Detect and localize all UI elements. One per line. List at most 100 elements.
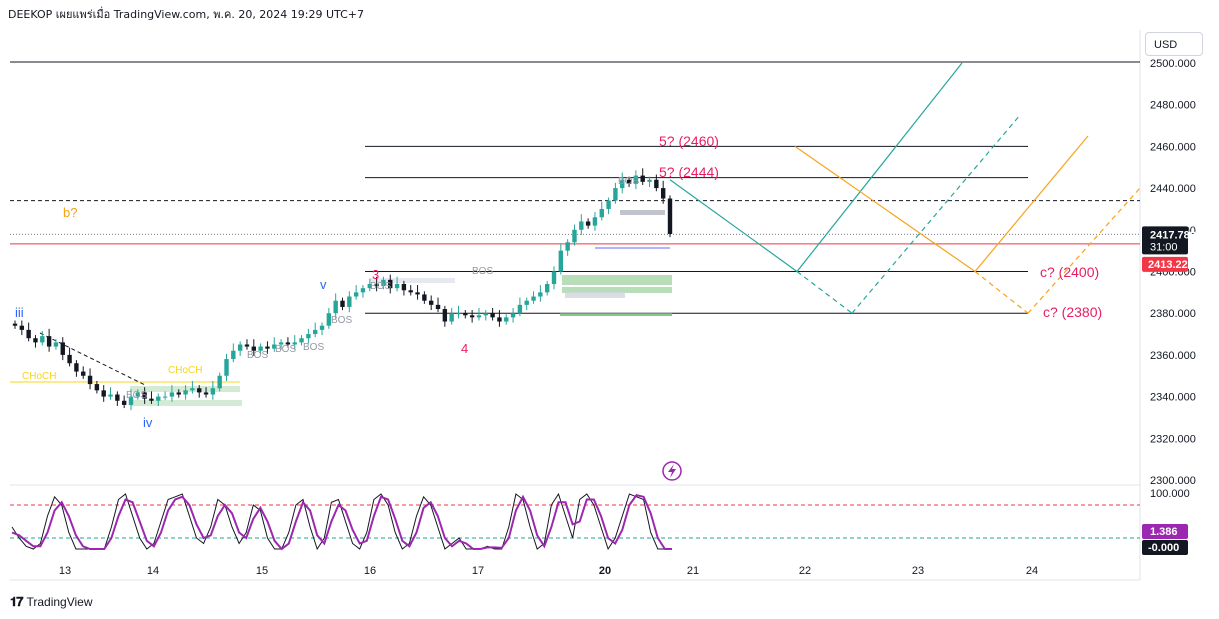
candle-body [463, 313, 468, 316]
candle-body [558, 250, 564, 272]
candle-body [60, 342, 65, 355]
structure-label-bos: BOS [247, 350, 268, 361]
candle-body [326, 313, 332, 326]
zone-box [560, 313, 672, 316]
candle-body [585, 221, 591, 226]
candle-body [197, 388, 202, 393]
candle-body [435, 304, 441, 310]
last-price-value: 2417.780 [1150, 229, 1196, 241]
candle-body [94, 384, 100, 391]
candle-body [551, 271, 557, 285]
candle-body [12, 323, 18, 326]
candle-body [613, 188, 618, 201]
chart-title: DEEKOP เผยแพร่เมื่อ TradingView.com, พ.ค… [8, 8, 365, 21]
footer-brand[interactable]: 𝟏𝟕 TradingView [10, 594, 93, 610]
candle-body [101, 390, 106, 397]
candle-body [538, 292, 543, 297]
time-tick-label: 15 [256, 565, 268, 577]
candle-body [599, 208, 604, 218]
trendline [39, 332, 146, 386]
target-label-2380: c? (2380) [1043, 304, 1102, 320]
candle-body [169, 392, 175, 397]
zone-box [562, 275, 672, 285]
osc-k-badge [1142, 540, 1188, 555]
structure-label-bos: BOS [331, 315, 352, 326]
candle-body [313, 329, 318, 335]
candle-body [415, 292, 420, 295]
teal-dashed-projection [851, 114, 1021, 314]
price-axis: 2500.0002480.0002460.0002440.0002420.000… [1150, 58, 1196, 487]
wave-label-iv: iv [143, 415, 153, 430]
currency-button[interactable]: USD [1145, 32, 1203, 56]
wave-label-b?: b? [63, 205, 77, 220]
candle-body [620, 179, 625, 189]
candle-body [162, 396, 168, 398]
osc-k-value: 1.386 [1150, 526, 1178, 538]
stochastic-oscillator: 100.000 [10, 488, 1190, 551]
wave-label-4: 4 [461, 341, 468, 356]
candle-body [46, 336, 52, 347]
price-tick-label: 2380.000 [1150, 308, 1196, 320]
structure-label-choch: CHoCH [22, 371, 56, 382]
time-tick-label: 22 [799, 565, 811, 577]
candle-body [108, 394, 113, 397]
candle-body [183, 390, 188, 395]
candle-body [524, 300, 529, 305]
time-tick-label: 13 [59, 565, 71, 577]
orange-dashed-projection [1027, 187, 1141, 314]
candle-body [504, 317, 509, 322]
projection-paths [669, 62, 1141, 314]
price-tick-label: 2440.000 [1150, 183, 1196, 195]
candle-body [210, 388, 216, 395]
structure-label-bos: BOS [126, 390, 147, 401]
candle-body [428, 300, 434, 305]
time-tick-label: 24 [1026, 565, 1038, 577]
lightning-glyph [668, 464, 676, 478]
time-tick-label: 21 [687, 565, 699, 577]
candle-body [394, 284, 400, 289]
osc-d-value: -0.000 [1148, 542, 1179, 554]
candle-body [476, 315, 482, 318]
target-label-2460: 5? (2460) [659, 133, 719, 149]
time-tick-label: 14 [147, 565, 159, 577]
candle-body [299, 338, 304, 343]
candle-body [469, 315, 475, 318]
candle-body [531, 296, 536, 301]
candle-body [347, 296, 352, 307]
countdown-value: 31:00 [1150, 241, 1178, 253]
candle-body [19, 325, 25, 330]
wave-label-3: 3 [372, 267, 379, 282]
candle-body [333, 300, 338, 314]
structure-label-bos: BOS [303, 342, 324, 353]
time-tick-label: 16 [364, 565, 376, 577]
candle-body [135, 392, 141, 397]
candle-body [53, 342, 59, 347]
candle-body [456, 313, 461, 315]
candle-body [142, 392, 147, 399]
candle-body [592, 217, 598, 226]
last-price-badge [1142, 226, 1188, 255]
candle-body [381, 279, 386, 287]
candle-body [490, 313, 495, 318]
price-tick-label: 2300.000 [1150, 475, 1196, 487]
teal-dashed-leg [796, 271, 853, 314]
candle-body [81, 371, 86, 376]
candle-body [374, 284, 379, 287]
candle-body [224, 359, 229, 376]
chart-annotations: iii iv v 3 4 b? 5? (2460) 5? (2444) c? (2400) c? … [15, 133, 1102, 481]
structure-label-bos: BOS [618, 176, 639, 187]
structure-label-bos: BOS [370, 281, 391, 292]
zone-box [620, 210, 665, 215]
order-block-zones [130, 210, 672, 406]
osc-tick-label: 100.000 [1150, 488, 1190, 500]
candle-body [217, 375, 222, 389]
candle-body [237, 344, 243, 351]
candle-body [74, 363, 79, 372]
candle-body [565, 242, 570, 251]
candle-body [510, 313, 516, 318]
candle-body [278, 342, 284, 345]
brand-name: TradingView [26, 595, 93, 609]
structure-label-choch: CHoCH [168, 365, 202, 376]
